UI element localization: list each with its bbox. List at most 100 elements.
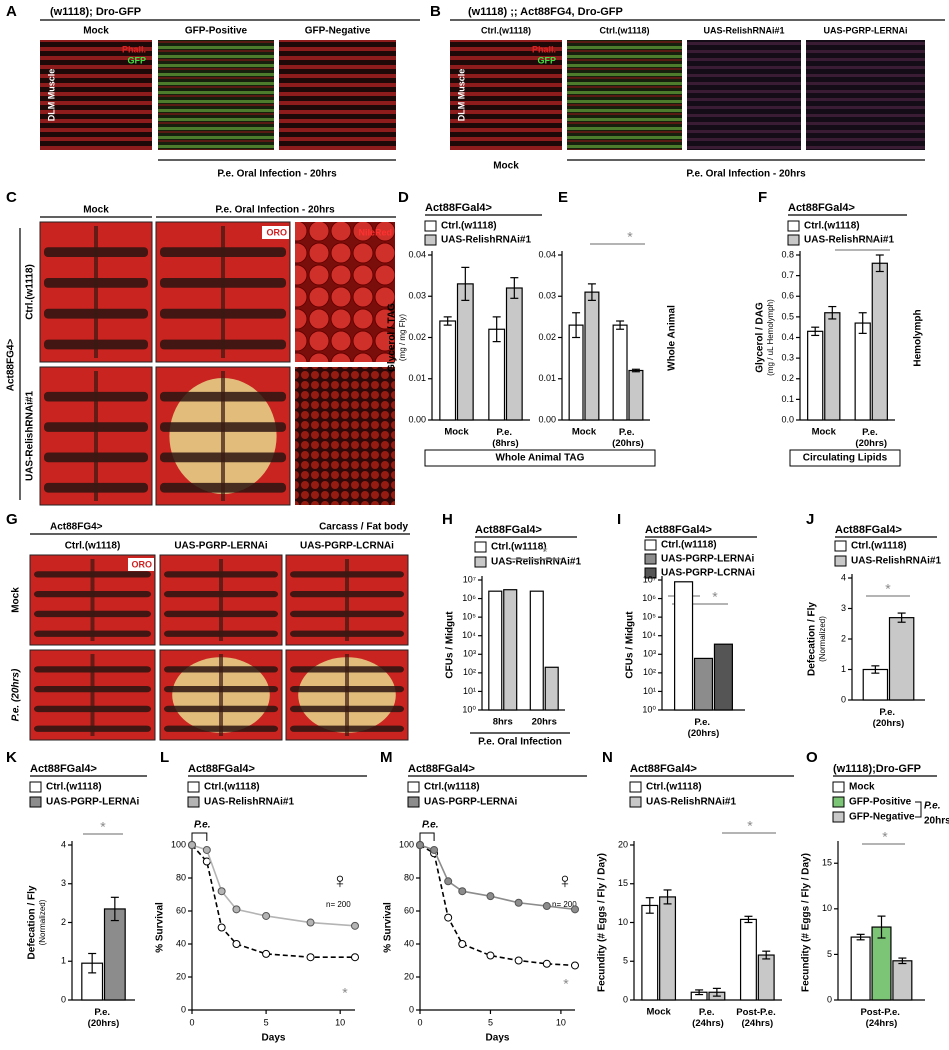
error-bar (645, 897, 654, 914)
y-axis-sublabel: (Normalized) (818, 616, 827, 662)
y-tick-label: 15 (822, 858, 832, 868)
midline (90, 654, 95, 736)
y-tick-label: 2 (841, 633, 846, 643)
x-axis-label: Days (262, 1033, 286, 1044)
bar (854, 322, 871, 421)
marker (416, 841, 424, 849)
legend-swatch (644, 553, 657, 565)
y-tick-label: 4 (61, 839, 66, 849)
marker (571, 905, 579, 914)
y-axis-label: Glycerol / TAG (387, 303, 398, 372)
panel-letter: L (160, 749, 169, 766)
label: Ctrl.(w1118) (599, 25, 649, 35)
y-tick-label: 10² (643, 667, 656, 677)
bar (488, 590, 503, 711)
y-tick-label: 0.03 (408, 291, 426, 301)
legend-swatch (832, 796, 845, 808)
error-bar (616, 320, 625, 330)
sex-symbol: ♀ (332, 868, 349, 893)
marker (444, 877, 453, 886)
label: UAS-PGRP-LERNAi (823, 25, 907, 35)
y-axis-label: % Survival (383, 902, 394, 953)
significance: * (627, 229, 633, 245)
y-tick-label: 80 (404, 872, 414, 882)
label: (w1118) ;; Act88FG4, Dro-GFP (468, 6, 623, 18)
label: NileRed (358, 227, 392, 237)
micrograph (567, 40, 682, 150)
legend-label: GFP-Negative (849, 812, 915, 823)
y-tick-label: 0.0 (781, 414, 794, 424)
x-tick-label: 0 (189, 1017, 194, 1027)
y-tick-label: 3 (841, 603, 846, 613)
marker (514, 956, 523, 965)
label: GFP (537, 55, 556, 65)
bar (505, 287, 523, 421)
x-tick-label: P.e. (8hrs) (492, 427, 518, 449)
x-tick-label: 10 (335, 1017, 345, 1027)
legend-label: Ctrl.(w1118) (424, 782, 480, 793)
marker (262, 911, 271, 920)
chart-header: Act88FGal4> (475, 524, 542, 536)
legend-swatch (834, 540, 847, 552)
midline (345, 654, 349, 736)
legend-label: UAS-RelishRNAi#1 (646, 797, 736, 808)
panel-letter: F (758, 189, 767, 206)
x-tick-label: P.e. (24hrs) (692, 1007, 724, 1029)
y-axis-sublabel: (Normalized) (38, 899, 47, 945)
label: UAS-PGRP-LCRNAi (300, 541, 394, 552)
y-tick-label: 10 (618, 917, 628, 927)
panel-letter: K (6, 749, 17, 766)
label: Mock (11, 587, 22, 613)
error-bar (461, 266, 470, 301)
bracket-label: P.e. (194, 820, 211, 831)
y-tick-label: 0.01 (408, 373, 426, 383)
marker (486, 892, 495, 901)
legend-swatch (474, 541, 487, 553)
legend-swatch (29, 781, 42, 793)
bar (503, 589, 518, 711)
bar (693, 657, 714, 711)
y-tick-label: 0 (841, 694, 846, 704)
chart-header: Act88FGal4> (408, 763, 475, 775)
marker (542, 959, 551, 968)
y-tick-label: 0 (61, 994, 66, 1004)
error-bar (492, 316, 501, 343)
x-tick-label: 20hrs (532, 717, 557, 728)
marker (542, 902, 551, 911)
y-tick-label: 10 (822, 903, 832, 913)
label: Ctrl.(w1118) (65, 541, 121, 552)
legend-swatch (787, 220, 800, 232)
legend-label: Mock (849, 782, 875, 793)
label: P.e. (924, 801, 941, 812)
label: ORO (266, 227, 287, 237)
y-tick-label: 10¹ (463, 686, 476, 696)
marker (262, 949, 271, 958)
midline (219, 654, 223, 736)
legend-swatch (187, 781, 200, 793)
chart-header: (w1118);Dro-GFP (833, 763, 921, 775)
y-axis-sublabel: (mg / uL Hemolymph) (766, 299, 775, 376)
label: DLM Muscle (46, 69, 56, 122)
x-tick-label: Mock (444, 427, 469, 438)
stain-tag (128, 558, 154, 571)
x-tick-label: P.e. (20hrs) (873, 707, 905, 729)
panel-letter: N (602, 749, 613, 766)
significance: * (100, 819, 106, 835)
y-tick-label: 60 (404, 905, 414, 915)
panel-letter: E (558, 189, 568, 206)
legend-label: UAS-RelishRNAi#1 (204, 797, 294, 808)
bar (641, 904, 659, 1001)
error-bar (110, 896, 119, 922)
y-tick-label: 10¹ (643, 686, 656, 696)
y-tick-label: 40 (176, 938, 186, 948)
y-tick-label: 3 (61, 878, 66, 888)
marker (486, 951, 495, 960)
midline (219, 559, 223, 641)
n-label: n= 200 (552, 900, 577, 909)
label: Act88FG4> (50, 522, 103, 533)
footer-box (789, 449, 901, 467)
marker (232, 940, 241, 948)
y-tick-label: 10³ (463, 649, 476, 659)
y-tick-label: 100 (399, 839, 414, 849)
